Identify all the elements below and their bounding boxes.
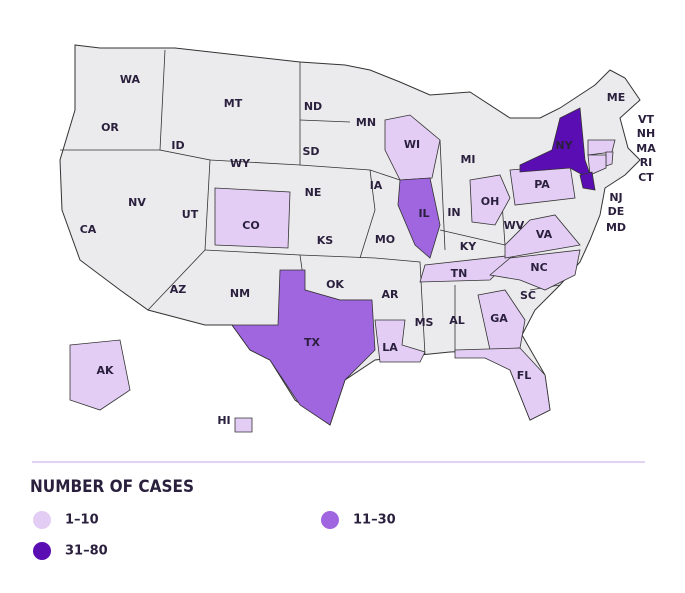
legend-title: NUMBER OF CASES — [30, 477, 194, 497]
state-label: ME — [607, 91, 625, 104]
state-label: OK — [326, 278, 344, 291]
state-label: MS — [415, 316, 434, 329]
state-label: NY — [555, 139, 573, 152]
state-label: VA — [536, 228, 553, 241]
state-label: WI — [404, 138, 420, 151]
state-label: KY — [460, 240, 478, 253]
state-label: ID — [171, 139, 184, 152]
state-label: MD — [606, 221, 626, 234]
state-label: AZ — [170, 283, 187, 296]
state-label: NH — [637, 127, 655, 140]
state-label: NE — [305, 186, 322, 199]
legend-label: 1–10 — [65, 513, 99, 528]
state-border — [439, 139, 446, 251]
state-label: OH — [481, 195, 500, 208]
state-label: OR — [101, 121, 119, 134]
state-border — [369, 169, 401, 181]
state-label: WV — [504, 219, 525, 232]
state-label: NV — [128, 196, 146, 209]
state-shape — [374, 319, 426, 363]
state-label: CA — [80, 223, 97, 236]
state-border — [299, 119, 351, 123]
state-label: TX — [304, 336, 321, 349]
state-label: MI — [460, 153, 475, 166]
state-label: AR — [382, 288, 400, 301]
state-label: TN — [451, 267, 468, 280]
state-shape — [504, 214, 581, 259]
state-shape — [69, 339, 131, 411]
state-label: ND — [304, 100, 322, 113]
state-label: WA — [120, 73, 141, 86]
state-shape — [519, 107, 593, 181]
state-border — [374, 257, 426, 356]
state-shape — [454, 347, 551, 421]
state-label: WY — [230, 157, 251, 170]
state-shape — [384, 114, 441, 181]
state-label: UT — [182, 208, 199, 221]
state-label: NM — [230, 287, 250, 300]
legend-swatch — [33, 511, 51, 529]
state-label: MO — [375, 233, 395, 246]
state-label: AL — [449, 314, 465, 327]
state-label: IL — [418, 207, 429, 220]
state-label: DE — [608, 205, 625, 218]
state-label: CO — [242, 219, 259, 232]
state-label: CT — [638, 171, 654, 184]
state-label: VT — [638, 113, 655, 126]
state-shape — [605, 151, 614, 167]
state-border — [299, 164, 376, 259]
state-label: MT — [224, 97, 243, 110]
state-label: GA — [490, 312, 508, 325]
state-label: IN — [447, 206, 460, 219]
state-shape — [231, 269, 376, 426]
state-label: HI — [217, 414, 230, 427]
legend-swatch — [321, 511, 339, 529]
state-label: AK — [96, 364, 114, 377]
state-shape — [489, 249, 581, 291]
legend-label: 31–80 — [65, 544, 108, 559]
state-shape — [579, 171, 596, 191]
state-border — [439, 229, 506, 246]
state-label: RI — [640, 156, 653, 169]
legend-swatch — [33, 542, 51, 560]
state-shape — [214, 187, 291, 249]
state-label: KS — [317, 234, 334, 247]
state-shape — [469, 174, 511, 226]
state-shape — [234, 417, 253, 433]
state-label: LA — [382, 341, 398, 354]
state-shape — [477, 289, 526, 351]
state-label: IA — [370, 179, 383, 192]
state-shape — [587, 154, 607, 176]
state-label: MN — [356, 116, 376, 129]
state-label: PA — [534, 178, 550, 191]
state-label: SD — [302, 145, 319, 158]
state-label: NC — [530, 261, 547, 274]
state-label: MA — [636, 142, 656, 155]
state-label: NJ — [609, 191, 622, 204]
state-label: FL — [517, 369, 532, 382]
state-shape — [397, 177, 441, 259]
legend-label: 11–30 — [353, 513, 396, 528]
state-label: SC — [520, 289, 536, 302]
